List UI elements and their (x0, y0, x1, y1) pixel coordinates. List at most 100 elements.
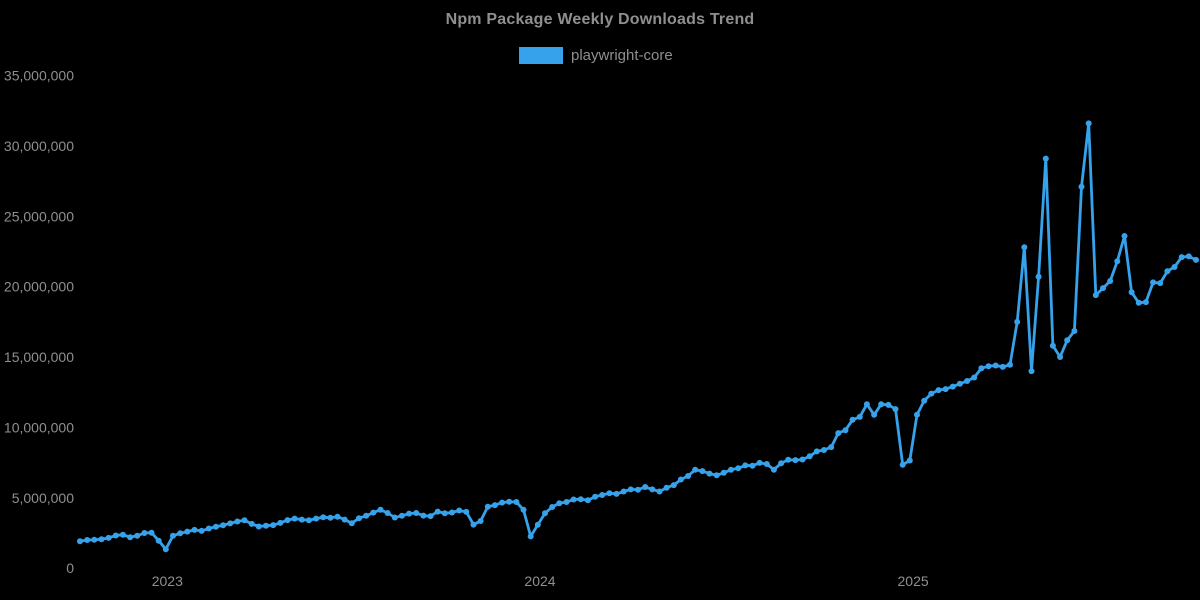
data-point (677, 476, 684, 483)
data-point (613, 490, 620, 497)
data-point (456, 507, 463, 514)
trend-line (78, 122, 1198, 551)
data-point (849, 416, 856, 423)
data-point (313, 515, 320, 522)
data-point (1157, 280, 1164, 287)
data-point (198, 527, 205, 534)
data-point (956, 380, 963, 387)
data-point (119, 531, 126, 538)
data-point (427, 513, 434, 520)
data-point (1121, 233, 1128, 239)
data-point (320, 514, 327, 521)
data-point (549, 504, 556, 510)
data-point (162, 546, 169, 553)
legend-label: playwright-core (571, 47, 673, 64)
data-point (1114, 258, 1121, 265)
data-point (520, 506, 527, 513)
data-point (1071, 328, 1078, 334)
data-point (906, 457, 913, 464)
y-tick-label: 15,000,000 (4, 349, 74, 365)
data-point (470, 521, 477, 528)
data-point (749, 462, 756, 469)
data-point (484, 503, 491, 510)
data-point (828, 444, 835, 451)
data-point (356, 515, 362, 522)
data-point (964, 378, 971, 384)
data-point (1171, 264, 1178, 270)
data-point (692, 466, 699, 473)
data-point (506, 498, 513, 505)
data-point (885, 401, 892, 408)
data-point (914, 411, 920, 418)
data-point (499, 499, 506, 506)
data-point (735, 465, 742, 472)
data-point (327, 514, 334, 521)
data-point (112, 532, 119, 539)
data-point (656, 488, 663, 495)
data-point (863, 401, 870, 408)
data-point (441, 510, 448, 517)
data-point (799, 456, 806, 463)
data-point (1035, 273, 1042, 280)
data-point (105, 534, 112, 541)
data-point (263, 522, 269, 529)
data-point (1185, 253, 1192, 260)
data-point (177, 530, 184, 537)
data-point (806, 453, 813, 460)
data-point (248, 520, 255, 527)
data-point (935, 387, 942, 394)
data-point (1042, 155, 1049, 162)
data-point (341, 516, 348, 523)
data-point (763, 461, 770, 467)
data-point (91, 536, 98, 543)
data-point (220, 522, 227, 529)
data-point (1193, 256, 1199, 263)
data-point (348, 520, 355, 527)
data-point (1007, 361, 1013, 368)
data-point (992, 362, 999, 369)
data-point (170, 532, 176, 539)
data-point (377, 506, 384, 513)
data-point (728, 466, 734, 473)
data-point (1142, 299, 1149, 306)
legend-item-playwright-core[interactable]: playwright-core (519, 47, 673, 64)
data-point (871, 411, 878, 418)
data-point (77, 538, 83, 545)
data-point (1021, 244, 1028, 251)
data-point (241, 517, 248, 524)
data-point (878, 401, 885, 408)
data-point (813, 448, 820, 455)
data-point (620, 488, 627, 495)
data-point (942, 386, 949, 393)
data-point (334, 513, 341, 520)
data-point (542, 510, 548, 517)
data-point (84, 537, 91, 543)
data-point (842, 427, 849, 434)
data-point (420, 512, 427, 519)
data-point (305, 517, 312, 524)
data-point (513, 499, 520, 505)
data-point (155, 537, 162, 544)
data-point (713, 472, 720, 479)
data-point (1064, 337, 1071, 344)
data-point (398, 512, 405, 519)
data-point (1085, 120, 1092, 127)
data-point (792, 457, 799, 464)
data-point (999, 363, 1006, 370)
x-tick-label: 2024 (524, 573, 555, 589)
y-tick-label: 35,000,000 (4, 68, 74, 84)
y-tick-label: 5,000,000 (12, 490, 74, 506)
legend-swatch (519, 47, 563, 64)
data-point (391, 514, 398, 521)
y-tick-label: 20,000,000 (4, 279, 74, 295)
data-point (1107, 278, 1114, 284)
data-point (527, 533, 534, 540)
chart-title: Npm Package Weekly Downloads Trend (445, 11, 755, 28)
data-point (1100, 285, 1106, 292)
data-point (434, 508, 441, 515)
data-point (1135, 299, 1142, 306)
data-point (1164, 268, 1171, 275)
data-point (463, 508, 470, 515)
